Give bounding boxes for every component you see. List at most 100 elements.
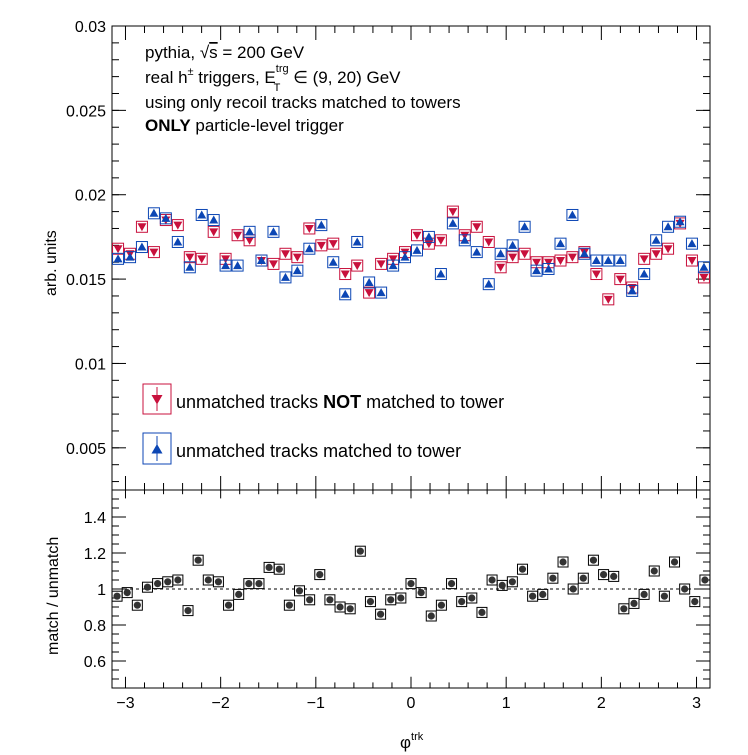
ratio-point-box: [415, 587, 427, 599]
top-x-ticks: [124, 26, 698, 490]
ratio-point: [143, 583, 152, 591]
top-data-points: [112, 205, 710, 306]
ratio-point: [610, 572, 618, 581]
ratio-point: [265, 563, 273, 572]
legend-marker-box-blue: [142, 432, 172, 465]
point-matched: [292, 266, 302, 275]
ratio-point-box: [405, 578, 417, 590]
point-not-matched: [149, 248, 159, 257]
point-matched: [687, 239, 697, 248]
point-matched: [245, 227, 255, 236]
point-matched: [424, 232, 434, 241]
point-box-matched: [422, 230, 435, 243]
ratio-point: [468, 594, 476, 602]
point-box-not-matched: [506, 251, 519, 264]
point-not-matched: [591, 270, 601, 279]
ratio-point: [133, 601, 141, 609]
ratio-point: [427, 612, 435, 620]
point-box-matched: [602, 254, 615, 267]
ratio-point-box: [172, 574, 184, 586]
bottom-y-tick-label: 1.4: [84, 510, 106, 527]
point-matched: [173, 237, 183, 246]
point-box-matched: [638, 268, 651, 281]
point-box-matched: [470, 246, 483, 259]
legend-marker-red-triangle-down: [151, 395, 163, 405]
ratio-point: [458, 598, 466, 606]
point-not-matched: [328, 240, 338, 249]
point-matched: [663, 222, 673, 231]
point-matched: [340, 289, 350, 298]
x-tick-label: 2: [597, 695, 606, 712]
ratio-point-box: [121, 587, 133, 599]
point-matched: [197, 210, 207, 219]
point-box-matched: [303, 242, 316, 255]
ratio-point-box: [547, 572, 559, 584]
point-box-not-matched: [518, 247, 531, 260]
ratio-point-box: [253, 578, 265, 590]
ratio-point: [336, 603, 344, 611]
point-matched: [639, 269, 649, 278]
ratio-point: [447, 580, 456, 588]
point-box-matched: [135, 241, 148, 254]
point-box-not-matched: [147, 246, 160, 259]
point-box-matched: [530, 264, 543, 277]
point-matched: [304, 244, 314, 253]
point-box-matched: [243, 225, 256, 238]
point-matched: [627, 286, 637, 295]
point-box-not-matched: [446, 205, 459, 218]
point-matched: [544, 264, 554, 273]
top-y-tick-label: 0.03: [75, 19, 106, 36]
point-not-matched: [292, 253, 302, 262]
point-box-matched: [387, 259, 400, 272]
ratio-point: [640, 590, 648, 599]
point-matched: [460, 235, 470, 244]
annotation-line-3: using only recoil tracks matched to towe…: [145, 93, 461, 112]
ratio-point-box: [689, 596, 701, 608]
point-matched: [532, 266, 542, 275]
point-matched: [376, 288, 386, 297]
top-y-tick-label: 0.02: [75, 188, 106, 205]
ratio-point-box: [375, 608, 387, 620]
point-box-matched: [279, 271, 292, 284]
point-box-matched: [207, 214, 220, 227]
point-box-not-matched: [470, 220, 483, 233]
point-matched: [364, 277, 374, 286]
ratio-point-box: [435, 599, 447, 611]
point-matched: [615, 256, 625, 265]
legend-label-matched: unmatched tracks matched to tower: [176, 441, 461, 461]
ratio-point: [214, 578, 223, 586]
ratio-point: [529, 592, 537, 600]
point-box-matched: [674, 215, 687, 228]
point-not-matched: [400, 248, 410, 257]
ratio-point: [407, 580, 415, 588]
ratio-point: [589, 556, 598, 564]
point-box-matched: [494, 247, 507, 260]
point-not-matched: [197, 255, 207, 264]
ratio-point: [346, 605, 354, 613]
ratio-point: [417, 589, 425, 597]
ratio-point-box: [192, 554, 204, 566]
point-box-matched: [219, 259, 232, 272]
point-box-not-matched: [614, 273, 627, 286]
point-box-matched: [171, 235, 184, 248]
ratio-point-box: [273, 563, 285, 575]
ratio-point-box: [395, 592, 407, 604]
point-not-matched: [304, 224, 314, 233]
ratio-point-box: [324, 594, 336, 606]
ratio-point: [316, 571, 324, 579]
bottom-y-tick-label: 0.8: [84, 618, 106, 635]
point-not-matched: [388, 255, 398, 264]
point-matched: [472, 247, 482, 256]
point-matched: [316, 220, 326, 229]
legend-marker-box-red: [142, 383, 172, 415]
ratio-point: [508, 578, 516, 586]
top-panel: 0.005 0.01 0.015 0.02 0.025 0.03 arb. units p…: [43, 19, 711, 491]
point-box-matched: [458, 234, 471, 247]
ratio-point-box: [557, 556, 569, 568]
top-y-tick-label: 0.015: [66, 272, 106, 289]
point-matched: [448, 218, 458, 227]
point-matched: [591, 256, 601, 265]
point-box-not-matched: [135, 220, 148, 233]
point-box-matched: [434, 268, 447, 281]
